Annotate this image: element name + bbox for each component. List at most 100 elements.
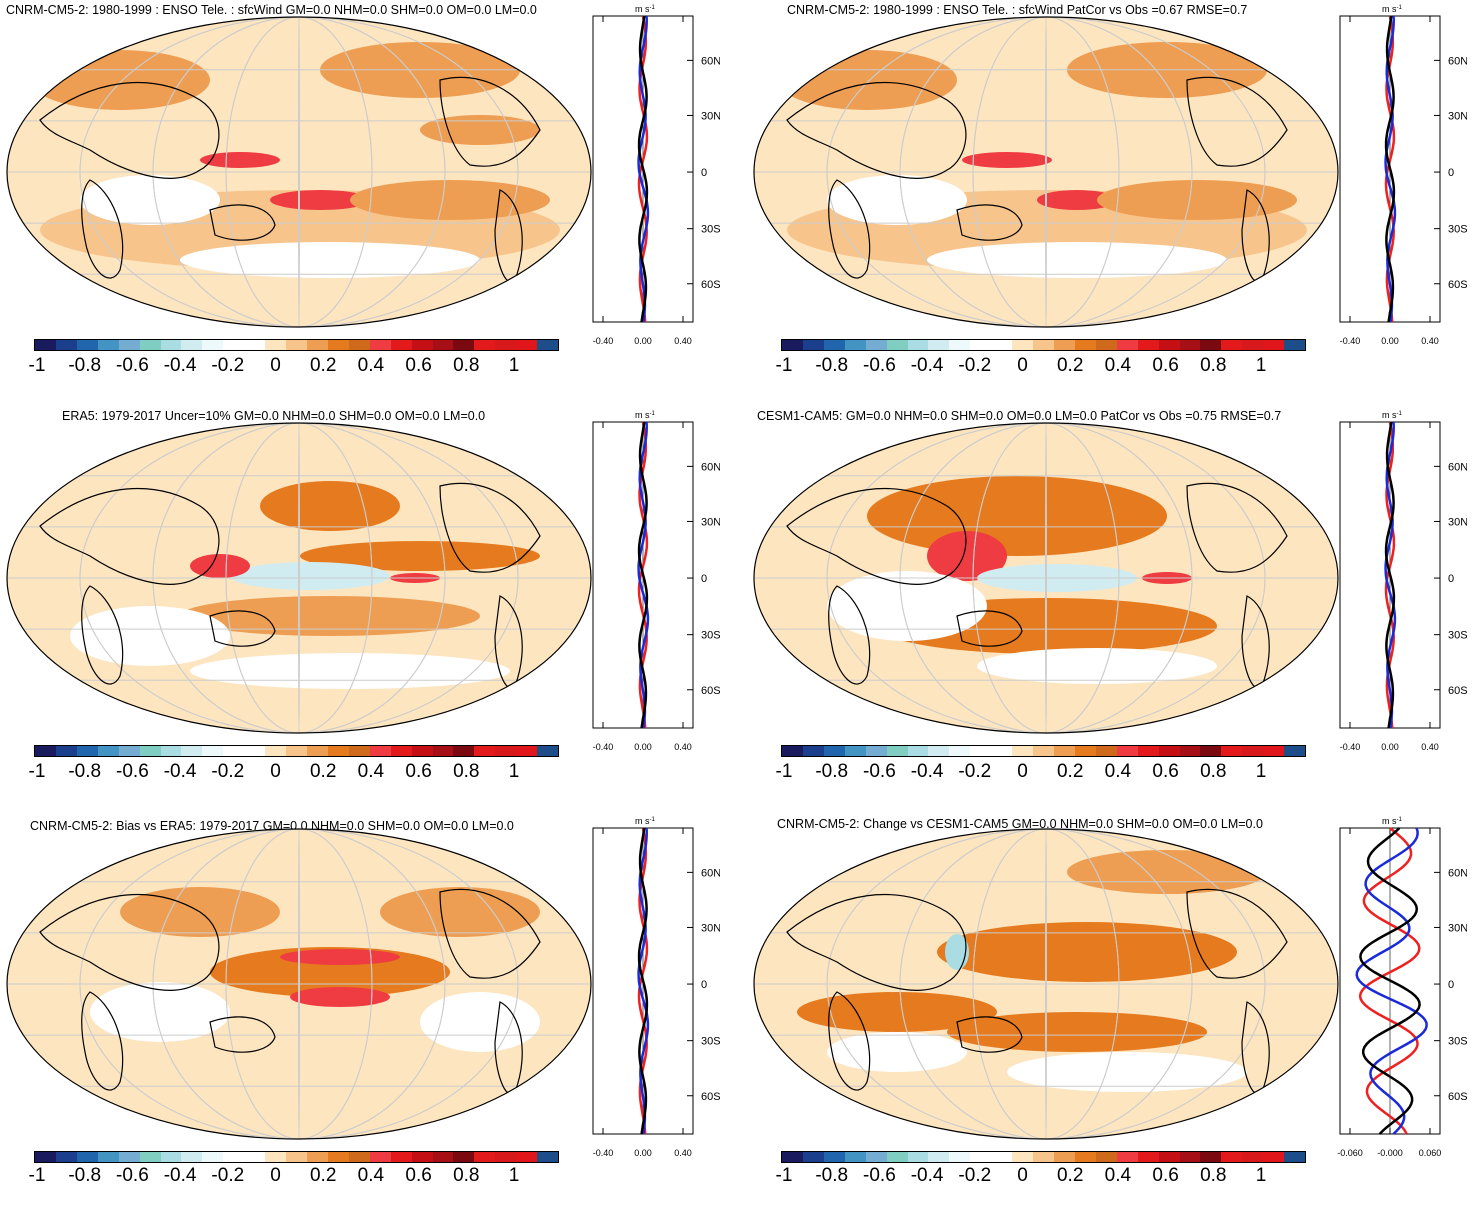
y-tick-label: 0	[1448, 167, 1454, 179]
colorbar-tick-label: 0	[1017, 355, 1028, 376]
colorbar-tick-label: 0.6	[405, 355, 432, 376]
colorbar-swatch	[306, 1152, 328, 1162]
panel-1: CNRM-CM5-2: 1980-1999 : ENSO Tele. : sfc…	[0, 0, 740, 400]
profile-line	[1384, 15, 1397, 323]
longitude-line	[298, 423, 300, 733]
profile-line	[1355, 827, 1428, 1135]
panel-title: CNRM-CM5-2: 1980-1999 : ENSO Tele. : sfc…	[6, 3, 537, 17]
colorbar-swatch	[76, 1152, 98, 1162]
colorbar-tick-label: -0.8	[68, 355, 102, 376]
y-tick-label: 60N	[701, 867, 720, 879]
coastline	[956, 204, 1023, 241]
colorbar-swatch	[1053, 1152, 1075, 1162]
colorbar-tick-label: 0.4	[1104, 355, 1132, 376]
coastline	[828, 991, 871, 1091]
y-tick-label: 60N	[701, 55, 720, 67]
colorbar-tick-label: -0.8	[815, 1165, 849, 1186]
colorbar-tick-label: 0.2	[309, 355, 337, 376]
colorbar-tick-label: -0.8	[815, 355, 849, 376]
colorbar-tick-label: -0.2	[211, 1165, 245, 1186]
colorbar-swatch	[865, 1152, 887, 1162]
colorbar-swatch	[844, 340, 866, 350]
coastline	[39, 82, 220, 179]
field-anomaly	[190, 653, 510, 689]
map-field	[7, 423, 591, 733]
y-tick-label: 30N	[1448, 110, 1467, 122]
longitude-line	[79, 423, 519, 733]
colorbar-tick-label: 0.8	[453, 761, 480, 782]
colorbar-swatch	[949, 340, 971, 350]
x-tick-label: -0.40	[1340, 336, 1361, 346]
y-tick-label: 60S	[1448, 279, 1467, 291]
colorbar-tick-label: 0.4	[1104, 761, 1132, 782]
y-tick-label: 60N	[1448, 55, 1467, 67]
field-anomaly	[797, 992, 997, 1032]
colorbar-tick-label: 0.4	[357, 761, 385, 782]
map	[6, 828, 592, 1140]
colorbar-swatch	[1074, 340, 1096, 350]
colorbar-swatch	[865, 746, 887, 756]
colorbar-swatch	[244, 1152, 266, 1162]
map-outline	[6, 828, 592, 1140]
coastline	[1186, 888, 1288, 979]
colorbar-tick-label: 0.2	[1056, 761, 1084, 782]
colorbar-tick-label: -1	[775, 355, 793, 376]
field-anomaly	[90, 982, 230, 1042]
coastline	[39, 488, 220, 585]
colorbar-swatch	[286, 340, 307, 350]
coastline	[209, 204, 276, 241]
field-anomaly	[1067, 850, 1267, 894]
colorbar-tick-label: 0.8	[1200, 761, 1227, 782]
x-tick-label: 0.00	[1381, 742, 1399, 752]
unit-label: m s-1	[635, 410, 655, 420]
colorbar-tick-label: -0.6	[116, 1165, 149, 1186]
field-anomaly	[270, 190, 370, 210]
field-anomaly	[290, 987, 390, 1007]
colorbar-tick-label: -0.2	[211, 761, 245, 782]
y-tick-label: 60N	[1448, 461, 1467, 473]
field-anomaly	[230, 562, 390, 590]
colorbar-tick-label: 0.8	[1200, 1165, 1227, 1186]
panel-2: CNRM-CM5-2: 1980-1999 : ENSO Tele. : sfc…	[747, 0, 1483, 400]
colorbar-tick-label: 0.6	[1152, 761, 1179, 782]
panel-title: CNRM-CM5-2: Bias vs ERA5: 1979-2017 GM=0…	[30, 819, 514, 833]
colorbar-swatch	[1242, 340, 1264, 350]
colorbar-swatch	[1221, 1152, 1243, 1162]
colorbar-tick-label: 0.8	[1200, 355, 1227, 376]
colorbar-swatch	[949, 1152, 971, 1162]
colorbar-swatch	[516, 746, 538, 756]
colorbar-labels: -1 -0.8 -0.6 -0.4 -0.2 0 0.2 0.4 0.6 0.8 1	[29, 1165, 557, 1187]
x-tick-label: 0.40	[1421, 742, 1439, 752]
colorbar-swatch	[286, 746, 307, 756]
colorbar-swatch	[202, 340, 224, 350]
colorbar-swatch	[1263, 746, 1285, 756]
field-anomaly	[80, 175, 220, 225]
colorbar-swatch	[907, 340, 929, 350]
colorbar-swatch	[160, 340, 182, 350]
longitude-line	[972, 423, 1120, 733]
colorbar-swatch	[802, 340, 824, 350]
colorbar-swatch	[1137, 1152, 1159, 1162]
colorbar-tick-label: -1	[28, 355, 46, 376]
colorbar-swatch	[1179, 746, 1201, 756]
x-tick-label: -0.40	[593, 336, 614, 346]
colorbar-swatch	[1116, 746, 1138, 756]
longitude-line	[152, 829, 446, 1139]
longitude-line	[972, 17, 1120, 327]
colorbar-swatch	[782, 746, 803, 756]
field-anomaly	[937, 922, 1237, 982]
unit-label: m s-1	[1382, 816, 1402, 826]
colorbar	[781, 339, 1306, 351]
map	[753, 16, 1339, 328]
longitude-line	[225, 17, 373, 327]
x-tick-label: 0.40	[674, 336, 692, 346]
map	[753, 828, 1339, 1140]
colorbar-swatch	[265, 340, 287, 350]
field-anomaly	[1097, 180, 1297, 220]
colorbar-tick-label: -0.6	[863, 761, 896, 782]
colorbar-swatch	[348, 1152, 370, 1162]
colorbar-swatch	[1074, 1152, 1096, 1162]
longitude-line	[826, 829, 1266, 1139]
colorbar-swatch	[390, 340, 412, 350]
profile-line	[637, 15, 650, 323]
